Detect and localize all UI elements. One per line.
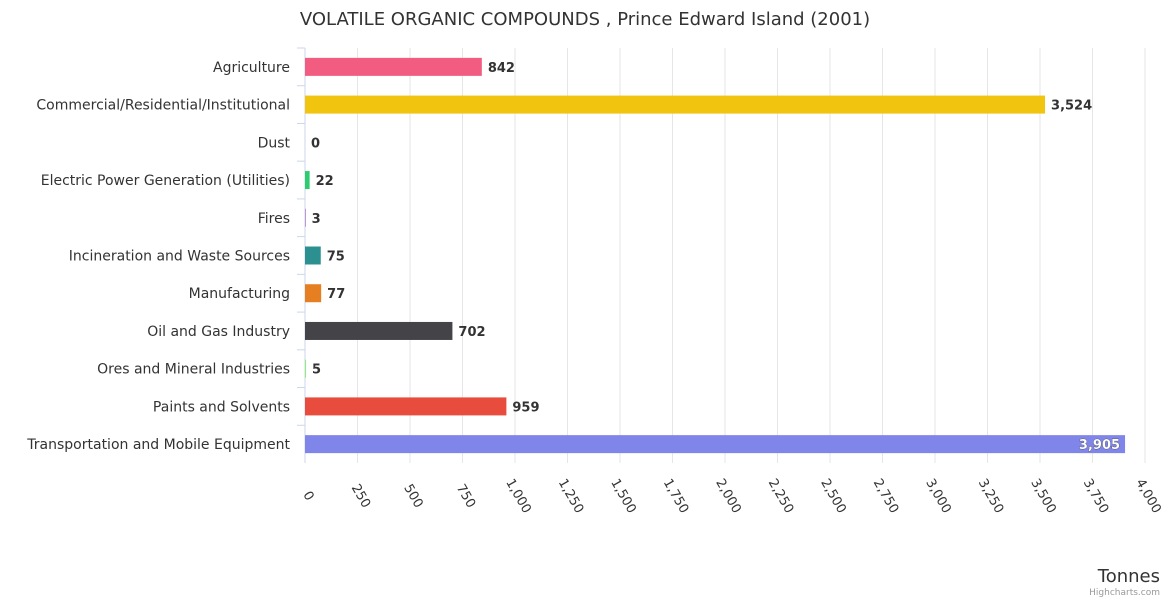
data-label: 0 [311, 136, 320, 151]
category-label: Electric Power Generation (Utilities) [41, 173, 290, 189]
chart-title: VOLATILE ORGANIC COMPOUNDS , Prince Edwa… [300, 9, 870, 30]
category-labels: Agriculture Commercial/Residential/Instit… [26, 60, 290, 453]
category-label: Incineration and Waste Sources [69, 249, 290, 265]
bar[interactable] [305, 57, 482, 76]
category-label: Transportation and Mobile Equipment [26, 437, 290, 453]
data-label: 75 [327, 250, 345, 265]
category-label: Manufacturing [189, 286, 290, 302]
x-tick-label: 500 [400, 482, 425, 511]
category-label: Commercial/Residential/Institutional [36, 98, 290, 114]
data-label: 3 [312, 212, 321, 227]
category-label: Agriculture [213, 60, 290, 76]
category-label: Oil and Gas Industry [147, 324, 290, 340]
category-label: Paints and Solvents [153, 399, 290, 415]
bar[interactable] [305, 171, 310, 190]
x-axis-ticks: 0 250 500 750 1,000 1,250 1,500 1,750 2,000 2,250… [299, 476, 1163, 516]
x-tick-label: 3,750 [1080, 476, 1112, 516]
x-tick-label: 750 [453, 482, 478, 511]
x-tick-label: 250 [348, 482, 373, 511]
credits-link[interactable]: Highcharts.com [1089, 588, 1160, 598]
bar[interactable] [305, 208, 306, 227]
data-label: 77 [327, 287, 345, 302]
x-tick-label: 4,000 [1132, 476, 1164, 516]
x-tick-label: 2,250 [765, 476, 797, 516]
x-tick-label: 3,250 [975, 476, 1007, 516]
x-tick-label: 3,000 [922, 476, 954, 516]
bar[interactable] [305, 321, 453, 340]
x-tick-label: 2,500 [817, 476, 849, 516]
bar[interactable] [305, 359, 307, 378]
data-label: 22 [316, 174, 334, 189]
category-label: Dust [258, 135, 291, 151]
x-tick-label: 2,000 [712, 476, 744, 516]
x-tick-label: 3,500 [1027, 476, 1059, 516]
bar[interactable] [305, 284, 322, 303]
data-labels: 842 3,524 0 22 3 75 77 702 5 959 3,905 [311, 61, 1120, 454]
x-axis-title: Tonnes [1097, 566, 1160, 587]
x-tick-label: 1,500 [607, 476, 639, 516]
data-label: 842 [488, 61, 515, 76]
bar[interactable] [305, 95, 1046, 114]
category-label: Fires [258, 211, 290, 227]
x-tick-label: 2,750 [870, 476, 902, 516]
bar[interactable] [305, 246, 321, 265]
x-tick-label: 1,250 [555, 476, 587, 516]
x-tick-label: 1,750 [660, 476, 692, 516]
bar[interactable] [305, 397, 507, 416]
x-tick-label: 1,000 [502, 476, 534, 516]
data-label: 3,905 [1079, 438, 1120, 453]
bars-layer [305, 57, 1126, 454]
x-tick-label: 0 [299, 489, 316, 504]
data-label: 959 [512, 400, 539, 415]
bar[interactable] [305, 435, 1126, 454]
data-label: 702 [458, 325, 485, 340]
category-label: Ores and Mineral Industries [97, 362, 290, 378]
data-label: 5 [312, 363, 321, 378]
data-label: 3,524 [1051, 99, 1092, 114]
